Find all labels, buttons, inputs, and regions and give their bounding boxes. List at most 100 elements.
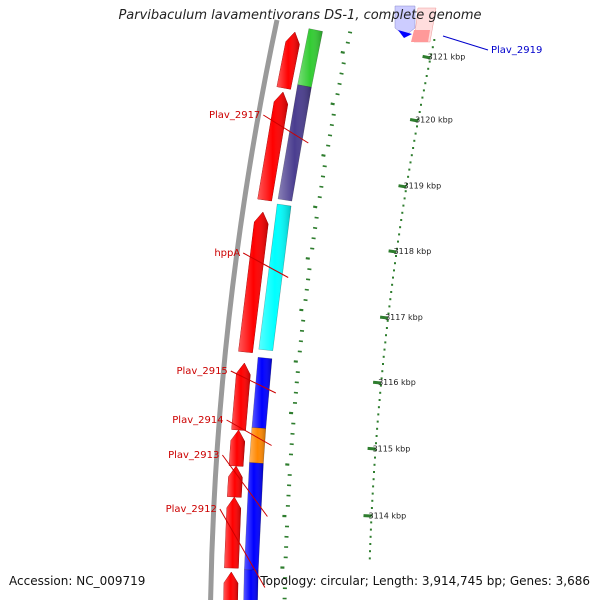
reverse-cds-shade	[227, 466, 243, 498]
scale-dot	[385, 327, 388, 329]
outer-feature-pink	[411, 30, 430, 42]
scale-dot	[394, 262, 396, 265]
scale-tick-3118-kbp	[388, 249, 397, 254]
track-tick	[317, 196, 322, 199]
scale-dot	[391, 283, 394, 286]
scale-tick-3116-kbp	[372, 380, 382, 385]
reverse-cds-shade	[231, 363, 251, 431]
scale-dot	[405, 183, 408, 185]
scale-dot	[373, 471, 375, 473]
label-plav-2914: Plav_2914	[172, 415, 223, 426]
track-tick	[341, 62, 346, 65]
scale-dot	[398, 233, 401, 236]
scale-dot	[378, 399, 381, 401]
track-tick	[320, 175, 326, 178]
track-tick	[327, 134, 333, 137]
scale-dot	[370, 507, 373, 509]
scale-tick-label: 3116 kbp	[378, 378, 416, 387]
scale-tick-label: 3114 kbp	[369, 512, 407, 521]
track-tick	[304, 288, 309, 291]
scale-dot	[381, 370, 384, 373]
scale-tick-label: 3120 kbp	[415, 116, 453, 125]
outer-feature-track	[394, 5, 437, 43]
scale-dot	[380, 377, 383, 380]
scale-dot	[373, 463, 376, 466]
scale-dot	[369, 543, 372, 545]
scale-tick-label: 3117 kbp	[385, 313, 423, 322]
reverse-cds-shade	[238, 212, 269, 353]
gene-plav-2913-shade	[244, 462, 264, 571]
scale-dot	[409, 161, 412, 164]
track-tick	[306, 278, 311, 281]
leader-plav-2912	[219, 508, 266, 588]
scale-dot	[403, 197, 406, 200]
track-tick	[347, 31, 353, 34]
scale-dot	[369, 528, 372, 531]
leader-plav-2919	[442, 35, 489, 51]
accession-label: Accession: NC_009719	[9, 574, 146, 588]
track-tick	[326, 144, 331, 147]
label-plav-2917: Plav_2917	[209, 110, 260, 121]
reverse-cds-shade	[224, 497, 241, 569]
gene-plav-2912-shade	[243, 569, 259, 600]
scale-dot	[384, 341, 387, 344]
scale-dot	[425, 75, 428, 77]
scale-dot	[372, 485, 375, 488]
track-tick	[312, 226, 318, 230]
map-title: Parvibaculum lavamentivorans DS-1, compl…	[118, 8, 482, 23]
reverse-strand-track	[223, 31, 300, 600]
track-tick	[301, 319, 306, 322]
scale-dot	[421, 96, 424, 99]
scale-dot	[416, 125, 418, 128]
scale-dot	[376, 420, 379, 423]
scale-dot	[417, 118, 420, 121]
scale-dot	[393, 269, 395, 272]
leader-plav-2913	[221, 454, 268, 517]
scale-dot	[370, 521, 373, 524]
track-tick	[345, 41, 350, 44]
scale-dot	[424, 82, 427, 85]
gene-labels: Plav_2917 hppA Plav_2915 Plav_2914 Plav_2913…	[166, 35, 542, 588]
scale-dot	[427, 67, 430, 70]
scale-tick-3115-kbp	[367, 446, 376, 451]
gene-plav-2915-shade	[251, 357, 272, 429]
backbone-line	[208, 19, 280, 600]
reverse-cds-shade	[276, 32, 300, 90]
scale-dot	[396, 247, 398, 250]
leader-plav-2917	[263, 114, 309, 144]
scale-dot	[389, 298, 392, 301]
label-plav-2913: Plav_2913	[168, 450, 219, 461]
track-tick	[335, 93, 340, 96]
scale-dot	[375, 442, 377, 445]
label-plav-2912: Plav_2912	[166, 504, 217, 515]
scale-dot	[375, 435, 378, 437]
scale-dot	[413, 139, 416, 142]
backbone-track	[208, 19, 280, 600]
scale-dot	[410, 154, 413, 157]
scale-tick-3120-kbp	[409, 118, 419, 123]
track-tick	[331, 113, 336, 116]
scale-tick-label: 3118 kbp	[394, 247, 432, 256]
label-plav-2915: Plav_2915	[176, 366, 227, 377]
scale-dot	[379, 391, 382, 394]
scale-dot	[370, 514, 373, 517]
scale-dot	[385, 334, 387, 337]
scale-dot	[387, 312, 390, 315]
scale-dot	[377, 406, 380, 409]
track-tick	[313, 205, 318, 209]
scale-dot	[401, 211, 404, 214]
track-tick	[305, 257, 310, 260]
scale-dot	[404, 190, 407, 193]
scale-ticks: 3121 kbp 3120 kbp 3119 kbp 3118 kbp 3117 kbp…	[280, 31, 465, 600]
scale-dot	[428, 60, 431, 63]
scale-dot	[368, 557, 371, 560]
gene-plav-2919	[398, 30, 412, 38]
forward-strand-track	[243, 28, 323, 600]
scale-dot	[430, 53, 433, 56]
track-tick	[314, 216, 319, 219]
scale-dot	[433, 39, 436, 41]
track-tick	[322, 165, 327, 168]
scale-dot	[412, 147, 415, 149]
scale-tick-3121-kbp	[422, 54, 431, 60]
